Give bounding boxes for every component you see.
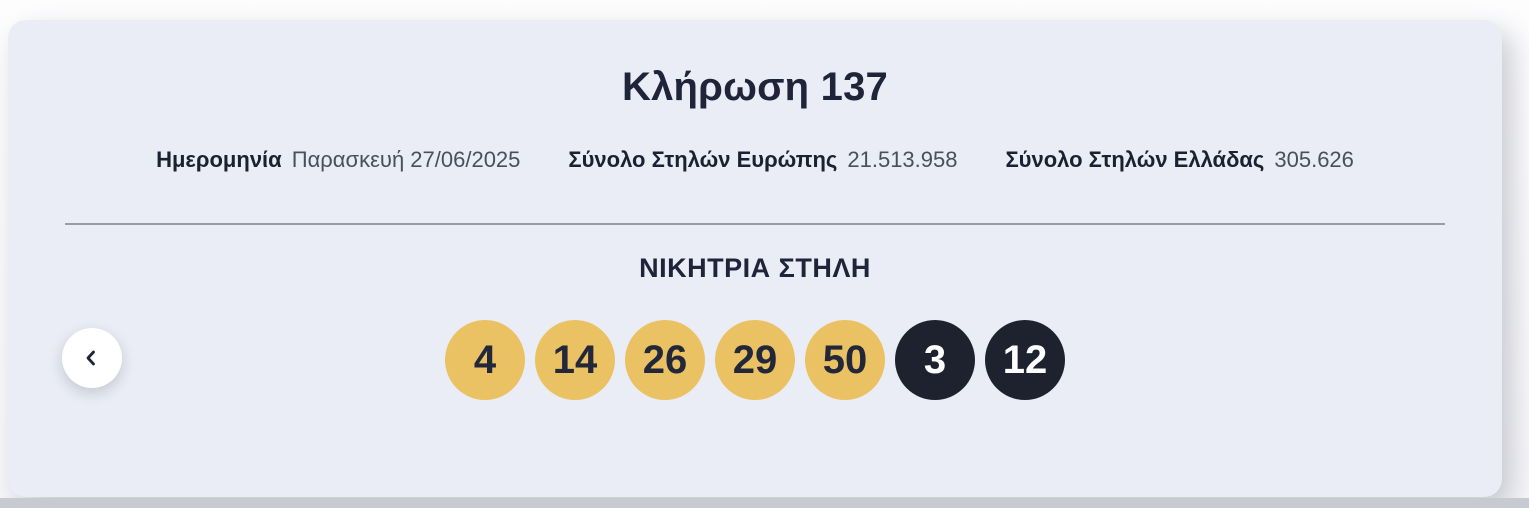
greece-columns-label: Σύνολο Στηλών Ελλάδας bbox=[1005, 147, 1265, 172]
lottery-ball-bonus: 12 bbox=[985, 320, 1065, 400]
chevron-left-icon bbox=[86, 350, 95, 366]
winning-column-heading: ΝΙΚΗΤΡΙΑ ΣΤΗΛΗ bbox=[639, 253, 871, 283]
bottom-strip bbox=[0, 498, 1529, 508]
draw-title: Κλήρωση 137 bbox=[622, 65, 888, 109]
europe-columns-total: Σύνολο Στηλών Ευρώπης 21.513.958 bbox=[568, 145, 957, 175]
previous-draw-button[interactable] bbox=[62, 328, 122, 388]
draw-date-label: Ημερομηνία bbox=[156, 147, 282, 172]
draw-date: Ημερομηνία Παρασκευή 27/06/2025 bbox=[156, 145, 520, 175]
lottery-ball-main: 4 bbox=[445, 320, 525, 400]
greece-columns-value: 305.626 bbox=[1274, 147, 1354, 172]
draw-date-value: Παρασκευή 27/06/2025 bbox=[291, 147, 521, 172]
europe-columns-value: 21.513.958 bbox=[847, 147, 958, 172]
lottery-ball-main: 26 bbox=[625, 320, 705, 400]
draw-info-row: Ημερομηνία Παρασκευή 27/06/2025 Σύνολο Σ… bbox=[156, 145, 1354, 175]
lottery-ball-main: 14 bbox=[535, 320, 615, 400]
europe-columns-label: Σύνολο Στηλών Ευρώπης bbox=[568, 147, 838, 172]
lottery-ball-main: 29 bbox=[715, 320, 795, 400]
draw-results-card: Κλήρωση 137 Ημερομηνία Παρασκευή 27/06/2… bbox=[8, 20, 1502, 497]
greece-columns-total: Σύνολο Στηλών Ελλάδας 305.626 bbox=[1005, 145, 1353, 175]
winning-numbers-row: 4 14 26 29 50 3 12 bbox=[445, 320, 1065, 400]
lottery-ball-bonus: 3 bbox=[895, 320, 975, 400]
lottery-ball-main: 50 bbox=[805, 320, 885, 400]
divider bbox=[65, 223, 1445, 225]
